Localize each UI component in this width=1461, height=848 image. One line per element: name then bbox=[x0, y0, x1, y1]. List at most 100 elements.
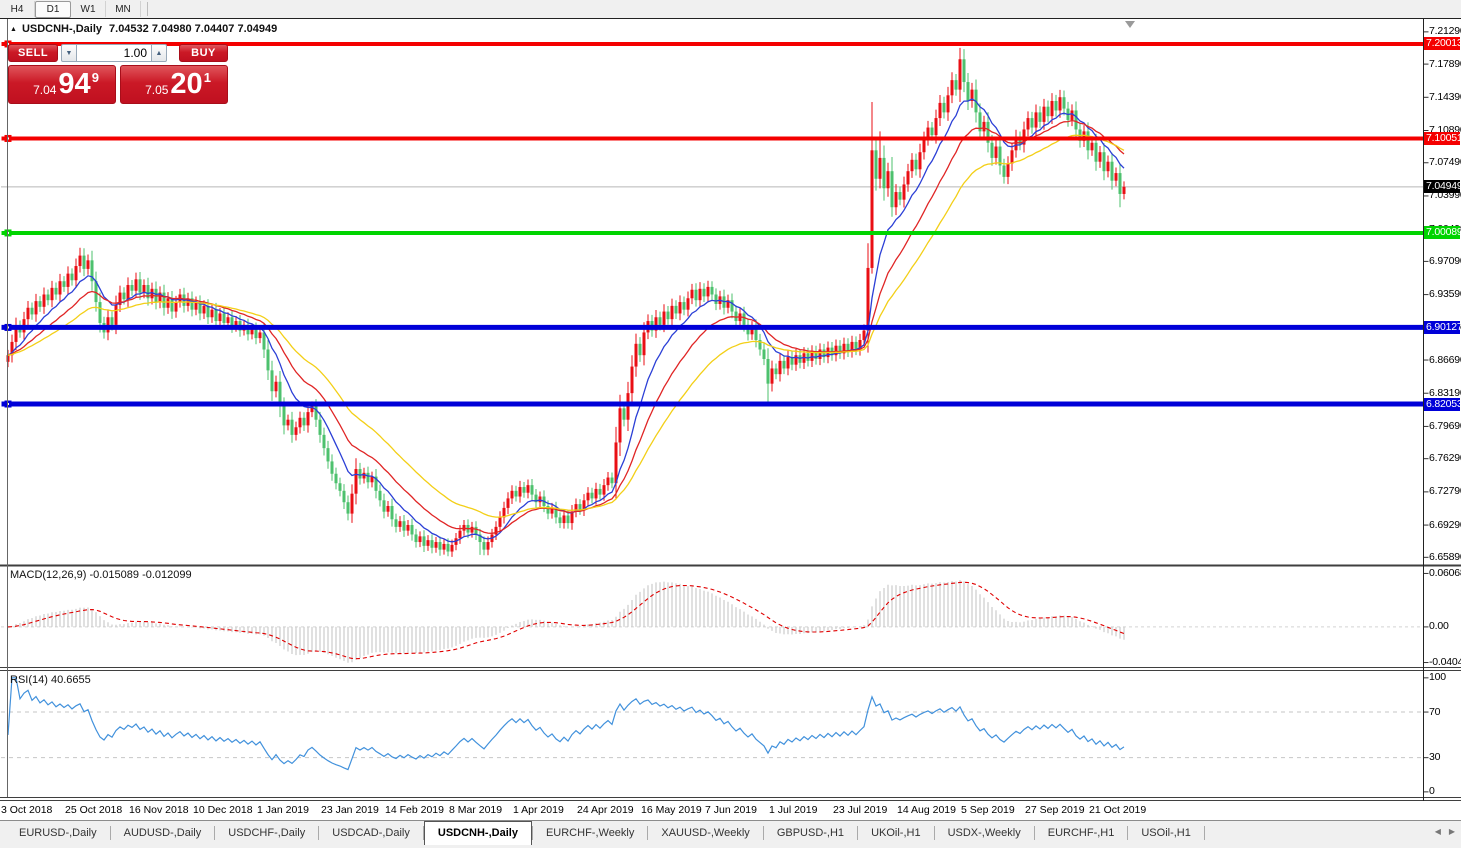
price-tick-label: 6.79690 bbox=[1429, 419, 1461, 432]
tab-divider bbox=[762, 826, 764, 840]
date-tick-label: 23 Jan 2019 bbox=[321, 804, 379, 816]
price-tick-label: 7.07490 bbox=[1429, 156, 1461, 169]
timeframe-button-mn[interactable]: MN bbox=[106, 1, 141, 17]
level-price-label: 7.20013 bbox=[1424, 37, 1461, 51]
date-tick-label: 10 Dec 2018 bbox=[193, 804, 253, 816]
price-tick-label: 7.21290 bbox=[1429, 25, 1461, 38]
date-tick-label: 1 Jul 2019 bbox=[769, 804, 818, 816]
price-chart bbox=[0, 18, 1461, 801]
chart-tab-usdcad-daily[interactable]: USDCAD-,Daily bbox=[332, 827, 410, 839]
macd-tick-label: 0.00 bbox=[1429, 620, 1449, 633]
horizontal-level-lines bbox=[1, 40, 1424, 408]
date-tick-label: 3 Oct 2018 bbox=[1, 804, 53, 816]
macd-indicator-label: MACD(12,26,9) -0.015089 -0.012099 bbox=[10, 569, 192, 581]
chart-tab-usdcnh-daily[interactable]: USDCNH-,Daily bbox=[423, 821, 532, 845]
tab-scroll-left-icon[interactable]: ◀ bbox=[1434, 827, 1441, 836]
timeframe-button-w1[interactable]: W1 bbox=[71, 1, 106, 17]
macd-tick-label: 0.060687 bbox=[1429, 566, 1461, 579]
tab-divider bbox=[109, 826, 111, 840]
buy-price-small: 7.05 bbox=[145, 82, 169, 97]
chart-tab-eurchf-h1[interactable]: EURCHF-,H1 bbox=[1047, 827, 1115, 839]
one-click-trade-panel: SELL ▼ ▲ BUY 7.04 94 9 7.05 20 bbox=[8, 44, 228, 104]
macd-histogram bbox=[11, 580, 1125, 663]
chart-tab-gbpusd-h1[interactable]: GBPUSD-,H1 bbox=[776, 827, 845, 839]
chart-tab-usoil-h1[interactable]: USOil-,H1 bbox=[1141, 827, 1191, 839]
date-tick-label: 14 Aug 2019 bbox=[897, 804, 956, 816]
price-tick-label: 7.17890 bbox=[1429, 57, 1461, 70]
volume-input[interactable] bbox=[77, 44, 151, 62]
volume-increase-button[interactable]: ▲ bbox=[151, 44, 167, 62]
chart-ohlc-values: 7.04532 7.04980 7.04407 7.04949 bbox=[109, 23, 278, 35]
buy-price-big: 20 bbox=[170, 68, 203, 100]
chart-tab-bar: EURUSD-,Daily AUDUSD-,Daily USDCHF-,Daily U… bbox=[0, 820, 1461, 848]
tab-scroll-right-icon[interactable]: ▶ bbox=[1448, 827, 1455, 836]
date-tick-label: 14 Feb 2019 bbox=[385, 804, 444, 816]
price-tick-label: 6.69290 bbox=[1429, 518, 1461, 531]
date-tick-label: 16 May 2019 bbox=[641, 804, 702, 816]
sell-button[interactable]: SELL bbox=[8, 44, 58, 62]
chart-collapse-icon[interactable]: ▲ bbox=[10, 25, 17, 33]
chart-shift-marker-icon[interactable] bbox=[1125, 21, 1135, 28]
price-tick-label: 6.83190 bbox=[1429, 386, 1461, 399]
chart-tab-ukoil-h1[interactable]: UKOil-,H1 bbox=[871, 827, 921, 839]
chart-tab-xauusd-weekly[interactable]: XAUUSD-,Weekly bbox=[661, 827, 750, 839]
buy-price-sup: 1 bbox=[203, 70, 211, 85]
current-price-label: 7.04949 bbox=[1424, 180, 1461, 194]
date-tick-label: 27 Sep 2019 bbox=[1025, 804, 1085, 816]
chart-tab-eurusd-daily[interactable]: EURUSD-,Daily bbox=[19, 827, 97, 839]
chart-title: ▲ USDCNH-,Daily 7.04532 7.04980 7.04407 … bbox=[10, 23, 277, 35]
price-tick-label: 6.86690 bbox=[1429, 353, 1461, 366]
level-price-label: 7.10051 bbox=[1424, 131, 1461, 145]
rsi-tick-label: 100 bbox=[1429, 671, 1446, 684]
timeframe-button-d1[interactable]: D1 bbox=[35, 0, 71, 18]
date-tick-label: 23 Jul 2019 bbox=[833, 804, 888, 816]
toolbar-separator bbox=[147, 2, 148, 16]
chart-tab-usdchf-daily[interactable]: USDCHF-,Daily bbox=[228, 827, 306, 839]
rsi-tick-label: 70 bbox=[1429, 705, 1441, 718]
tab-divider bbox=[531, 826, 533, 840]
chevron-down-icon: ▼ bbox=[65, 49, 73, 57]
chart-tab-usdx-weekly[interactable]: USDX-,Weekly bbox=[947, 827, 1021, 839]
tab-divider bbox=[422, 826, 424, 840]
tab-divider bbox=[214, 826, 216, 840]
tab-divider bbox=[933, 826, 935, 840]
price-tick-label: 6.76290 bbox=[1429, 452, 1461, 465]
date-tick-label: 25 Oct 2018 bbox=[65, 804, 123, 816]
pane-dividers bbox=[0, 18, 1461, 801]
timeframe-toolbar: H4 D1 W1 MN bbox=[0, 0, 1461, 19]
chart-window: ▲ USDCNH-,Daily 7.04532 7.04980 7.04407 … bbox=[0, 18, 1461, 820]
tab-divider bbox=[647, 826, 649, 840]
tab-divider bbox=[318, 826, 320, 840]
sell-price-sup: 9 bbox=[91, 70, 99, 85]
chart-tab-eurchf-weekly[interactable]: EURCHF-,Weekly bbox=[545, 827, 635, 839]
timeframe-button-h4[interactable]: H4 bbox=[0, 1, 35, 17]
buy-price-button[interactable]: 7.05 20 1 bbox=[120, 65, 228, 104]
date-tick-label: 7 Jun 2019 bbox=[705, 804, 757, 816]
rsi-tick-label: 30 bbox=[1429, 751, 1441, 764]
date-tick-label: 1 Apr 2019 bbox=[513, 804, 564, 816]
price-tick-label: 6.97090 bbox=[1429, 254, 1461, 267]
price-tick-label: 6.72790 bbox=[1429, 485, 1461, 498]
tab-divider bbox=[1127, 826, 1129, 840]
level-price-label: 6.90127 bbox=[1424, 320, 1461, 334]
buy-button[interactable]: BUY bbox=[179, 44, 228, 62]
macd-tick-label: -0.040432 bbox=[1429, 656, 1461, 669]
volume-decrease-button[interactable]: ▼ bbox=[61, 44, 77, 62]
date-tick-label: 24 Apr 2019 bbox=[577, 804, 634, 816]
sell-price-button[interactable]: 7.04 94 9 bbox=[8, 65, 116, 104]
level-price-label: 6.82053 bbox=[1424, 397, 1461, 411]
rsi-tick-label: 0 bbox=[1429, 785, 1435, 798]
chart-symbol-label: USDCNH-,Daily bbox=[21, 23, 103, 35]
rsi-line bbox=[7, 677, 1125, 771]
price-tick-label: 6.93590 bbox=[1429, 288, 1461, 301]
chart-tab-audusd-daily[interactable]: AUDUSD-,Daily bbox=[123, 827, 202, 839]
date-tick-label: 21 Oct 2019 bbox=[1089, 804, 1147, 816]
level-price-label: 7.00089 bbox=[1424, 226, 1461, 240]
chevron-up-icon: ▲ bbox=[155, 49, 163, 57]
date-tick-label: 1 Jan 2019 bbox=[257, 804, 309, 816]
price-tick-label: 7.14390 bbox=[1429, 90, 1461, 103]
macd-signal-line bbox=[7, 581, 1125, 660]
chart-tabs: EURUSD-,Daily AUDUSD-,Daily USDCHF-,Daily U… bbox=[6, 821, 1205, 845]
